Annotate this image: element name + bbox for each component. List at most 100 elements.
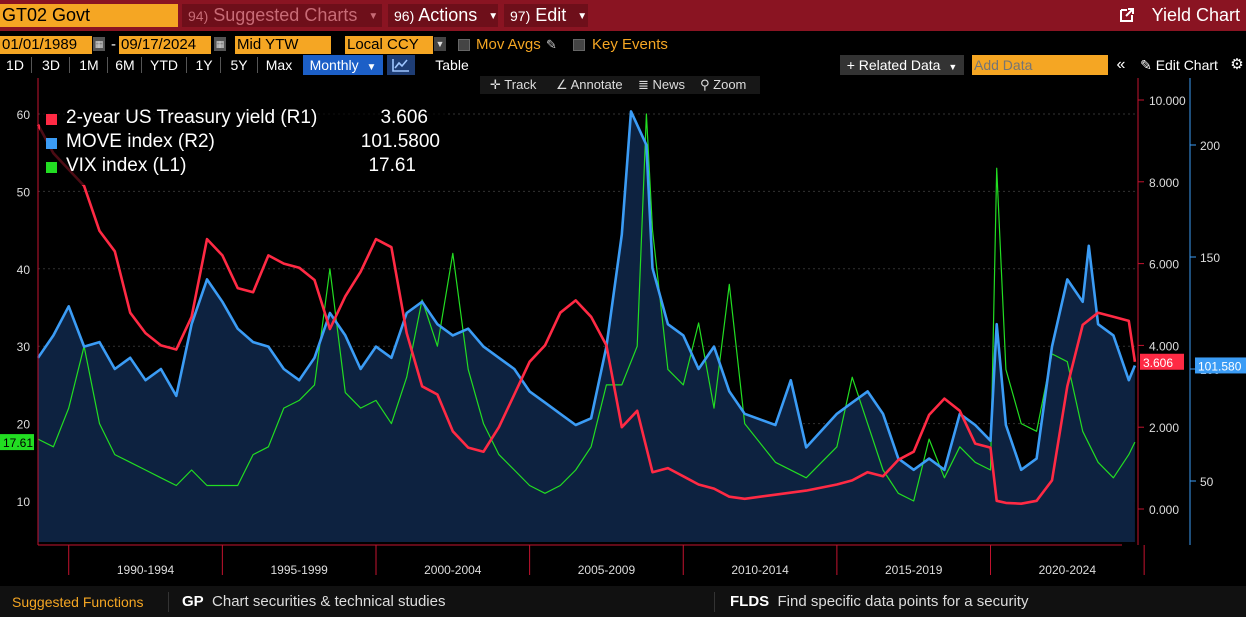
legend-swatch: [46, 162, 57, 173]
gp-key: GP: [182, 593, 204, 610]
periodicity-dropdown[interactable]: Monthly ▼: [303, 55, 383, 75]
related-data-dropdown[interactable]: + Related Data ▼: [840, 55, 964, 75]
zoom-tool[interactable]: ⚲ Zoom: [700, 76, 746, 94]
x-tick-label: 1995-1999: [270, 563, 328, 577]
series-line-move: [36, 110, 1137, 472]
divider: [107, 57, 108, 73]
suggested-charts-number: 94): [188, 8, 209, 24]
legend-item-vix[interactable]: VIX index (L1) 17.61: [40, 154, 448, 178]
actions-label: Actions: [418, 5, 478, 25]
chart-area[interactable]: 10 20 30 40 50 60 0.000 2.000 4.000 6.000 8.000 10.…: [0, 75, 1246, 585]
pencil-icon[interactable]: ✎: [546, 37, 557, 52]
external-link-icon: [1119, 8, 1134, 22]
divider: [186, 57, 187, 73]
line-chart-icon[interactable]: [387, 55, 415, 75]
r2-last-value: 101.580: [1198, 359, 1242, 373]
start-date-field[interactable]: 01/01/1989: [0, 36, 92, 54]
x-tick-label: 2020-2024: [1039, 563, 1097, 577]
left-tick-label: 40: [17, 263, 31, 277]
chevron-down-icon: ▼: [368, 11, 379, 22]
legend-value: 3.606: [380, 107, 428, 128]
range-3d[interactable]: 3D: [42, 57, 60, 73]
series-line-treasury: [36, 123, 1137, 505]
edit-chart-button[interactable]: ✎ Edit Chart: [1132, 55, 1226, 75]
legend-item-treasury[interactable]: 2-year US Treasury yield (R1) 3.606: [40, 106, 448, 130]
ticker-field[interactable]: GT02 Govt: [0, 4, 178, 27]
yield-chart-label: Yield Chart: [1151, 5, 1240, 25]
legend-item-move[interactable]: MOVE index (R2) 101.5800: [40, 130, 448, 154]
chevron-down-icon: ▼: [948, 62, 958, 72]
periodicity-label: Monthly: [309, 57, 359, 73]
add-data-input[interactable]: [972, 55, 1108, 75]
chart-axes: 10 20 30 40 50 60 0.000 2.000 4.000 6.000 8.000 10.…: [0, 78, 1246, 577]
chart-series: [36, 110, 1137, 505]
chevron-down-icon: ▼: [366, 62, 377, 73]
divider: [141, 57, 142, 73]
range-1y[interactable]: 1Y: [195, 57, 213, 73]
edit-menu[interactable]: 97) Edit ▼: [504, 4, 588, 27]
track-tool[interactable]: ✛ Track: [490, 76, 536, 94]
yield-chart-button[interactable]: Yield Chart: [1119, 4, 1240, 27]
pricing-field[interactable]: Mid YTW: [235, 36, 331, 54]
r1-tick-label: 0.000: [1149, 503, 1179, 517]
currency-field[interactable]: Local CCY: [345, 36, 433, 54]
suggested-charts-label: Suggested Charts: [213, 5, 358, 25]
r2-tick-label: 150: [1200, 251, 1220, 265]
key-events-checkbox[interactable]: [573, 39, 585, 51]
r1-tick-label: 10.000: [1149, 94, 1186, 108]
calendar-icon[interactable]: ▦: [93, 37, 105, 51]
range-ytd[interactable]: YTD: [150, 57, 178, 73]
mov-avgs-label: Mov Avgs: [476, 36, 541, 53]
left-tick-label: 10: [17, 495, 31, 509]
divider: [31, 57, 32, 73]
news-tool[interactable]: ≣ News: [638, 76, 685, 94]
suggested-charts-menu[interactable]: 94) Suggested Charts ▼: [182, 4, 382, 27]
calendar-icon[interactable]: ▦: [214, 37, 226, 51]
divider: [714, 592, 715, 612]
r1-tick-label: 8.000: [1149, 176, 1179, 190]
chevron-down-icon: ▼: [577, 11, 588, 22]
r2-tick-label: 50: [1200, 475, 1214, 489]
gp-function[interactable]: GP Chart securities & technical studies: [182, 592, 445, 612]
range-6m[interactable]: 6M: [115, 57, 135, 73]
zoom-label: Zoom: [713, 77, 747, 92]
x-tick-label: 2015-2019: [885, 563, 943, 577]
range-1d[interactable]: 1D: [6, 57, 24, 73]
edit-label: Edit: [535, 5, 567, 25]
divider: [69, 57, 70, 73]
x-tick-label: 1990-1994: [117, 563, 175, 577]
x-tick-label: 2005-2009: [578, 563, 636, 577]
gp-description: Chart securities & technical studies: [212, 593, 446, 610]
r1-last-value-bg: [1140, 353, 1184, 370]
range-1m[interactable]: 1M: [79, 57, 99, 73]
mov-avgs-checkbox[interactable]: [458, 39, 470, 51]
range-5y[interactable]: 5Y: [230, 57, 248, 73]
left-tick-label: 60: [17, 108, 31, 122]
gear-icon[interactable]: ⚙: [1230, 56, 1244, 73]
flds-key: FLDS: [730, 593, 770, 610]
actions-menu[interactable]: 96) Actions ▼: [388, 4, 498, 27]
date-controls-row: 01/01/1989 ▦ - 09/17/2024 ▦ Mid YTW Loca…: [0, 33, 1246, 55]
magnifier-icon: ⚲: [700, 77, 710, 92]
crosshair-icon: ✛: [490, 77, 501, 92]
legend-swatch: [46, 138, 57, 149]
x-tick-label: 2000-2004: [424, 563, 482, 577]
end-date-field[interactable]: 09/17/2024: [119, 36, 211, 54]
related-data-label: + Related Data: [846, 57, 941, 73]
annotate-tool[interactable]: ∠ Annotate: [556, 76, 623, 94]
left-tick-label: 30: [17, 340, 31, 354]
table-button[interactable]: Table: [435, 57, 469, 73]
date-separator: -: [111, 36, 116, 53]
legend-value: 17.61: [368, 155, 416, 176]
news-label: News: [652, 77, 686, 92]
left-tick-label: 50: [17, 185, 31, 199]
flds-function[interactable]: FLDS Find specific data points for a sec…: [730, 592, 1028, 612]
flds-description: Find specific data points for a security: [777, 593, 1029, 610]
collapse-icon[interactable]: «: [1116, 56, 1126, 73]
chart-legend: 2-year US Treasury yield (R1) 3.606 MOVE…: [40, 97, 448, 185]
range-max[interactable]: Max: [265, 57, 293, 73]
l1-last-value-bg: [0, 434, 34, 451]
actions-number: 96): [394, 8, 415, 24]
key-events-label: Key Events: [592, 36, 668, 53]
chevron-down-icon[interactable]: ▼: [434, 37, 446, 51]
